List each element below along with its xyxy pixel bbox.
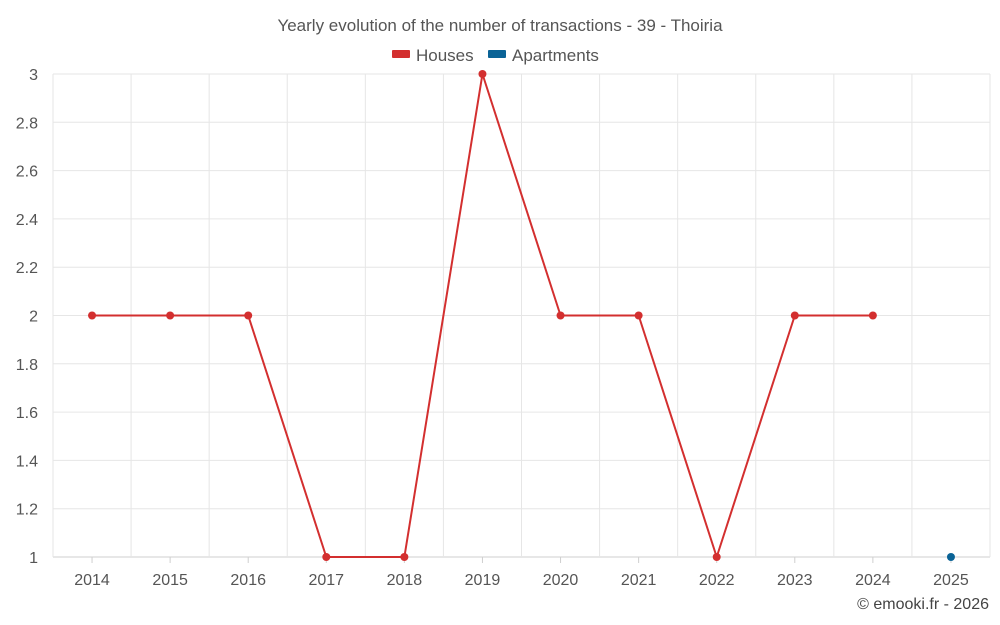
y-tick-label: 1.8 (16, 357, 38, 374)
y-tick-label: 1 (29, 550, 38, 567)
chart-title: Yearly evolution of the number of transa… (277, 16, 723, 35)
x-tick-label: 2016 (230, 572, 266, 589)
data-point-houses-2015[interactable] (166, 311, 175, 320)
legend-label-houses[interactable]: Houses (416, 46, 474, 65)
y-tick-label: 2.4 (16, 212, 38, 229)
data-point-houses-2016[interactable] (244, 311, 253, 320)
x-tick-label: 2021 (621, 572, 657, 589)
x-axis: 2014 2015 2016 2017 2018 2019 2020 2021 2022 2023… (74, 557, 969, 589)
data-point-houses-2020[interactable] (556, 311, 565, 320)
data-point-houses-2019[interactable] (478, 70, 487, 78)
y-tick-label: 2.2 (16, 260, 38, 277)
data-point-houses-2024[interactable] (868, 311, 877, 320)
data-point-houses-2018[interactable] (400, 553, 409, 561)
y-tick-label: 2.8 (16, 115, 38, 132)
x-tick-label: 2015 (152, 572, 188, 589)
data-point-apartments-2025[interactable] (946, 553, 955, 561)
data-point-houses-2017[interactable] (322, 553, 331, 561)
data-point-houses-2021[interactable] (634, 311, 643, 320)
x-tick-label: 2023 (777, 572, 813, 589)
legend-label-apartments[interactable]: Apartments (512, 46, 599, 65)
x-tick-label: 2017 (308, 572, 344, 589)
series-points (88, 70, 955, 561)
data-point-houses-2023[interactable] (790, 311, 799, 320)
x-tick-label: 2025 (933, 572, 969, 589)
data-point-houses-2014[interactable] (88, 311, 97, 320)
y-axis: 1 1.2 1.4 1.6 1.8 2 2.2 2.4 2.6 2.8 3 (16, 67, 38, 567)
y-tick-label: 2.6 (16, 164, 38, 181)
y-tick-label: 1.2 (16, 502, 38, 519)
x-tick-label: 2014 (74, 572, 110, 589)
x-tick-label: 2020 (543, 572, 579, 589)
y-tick-label: 1.6 (16, 405, 38, 422)
legend-swatch-houses (392, 50, 410, 58)
y-tick-label: 2 (29, 309, 38, 326)
x-tick-label: 2024 (855, 572, 891, 589)
credit-text: © emooki.fr - 2026 (857, 596, 989, 613)
x-tick-label: 2022 (699, 572, 735, 589)
y-tick-label: 3 (29, 67, 38, 84)
legend-swatch-apartments (488, 50, 506, 58)
x-tick-label: 2018 (387, 572, 423, 589)
legend: Houses Apartments (392, 46, 599, 65)
x-tick-label: 2019 (465, 572, 501, 589)
data-point-houses-2022[interactable] (712, 553, 721, 561)
y-tick-label: 1.4 (16, 453, 38, 470)
